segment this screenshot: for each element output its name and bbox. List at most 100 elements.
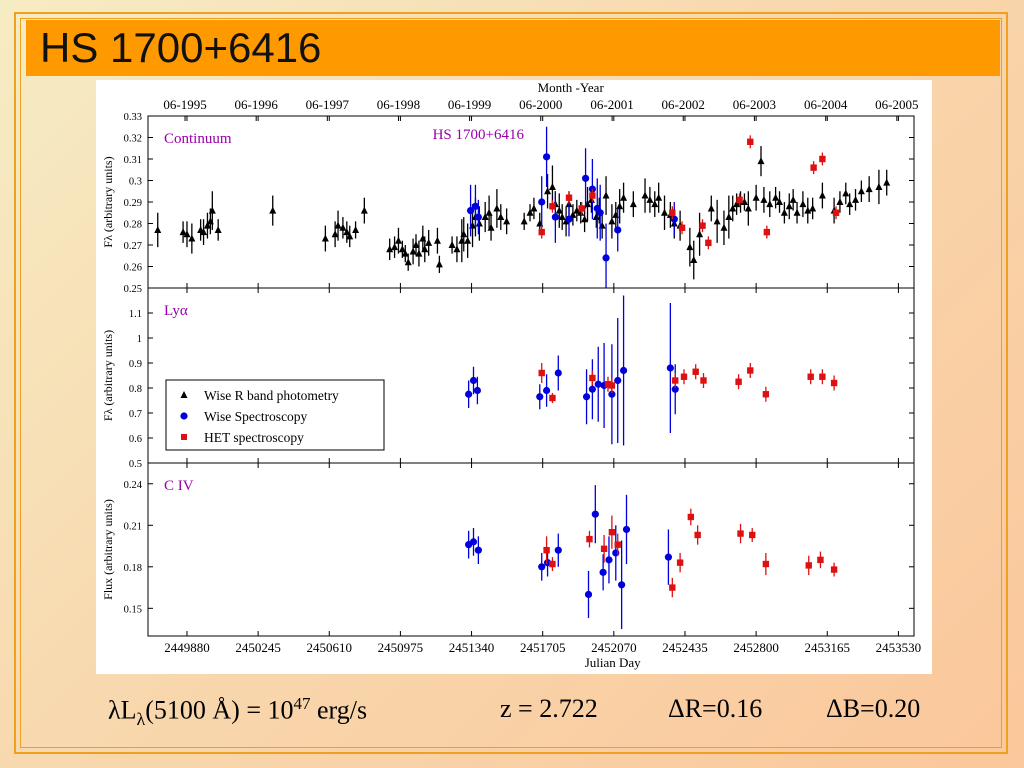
point-wise_r [776,198,784,205]
y-axis-tick-label: 0.27 [124,241,142,252]
panel-continuum: 0.25 0.26 0.27 0.28 0.29 0.3 0.31 0.32 0.33 Fλ (a… [101,112,915,295]
top-axis-tick-label: 06-2000 [519,97,562,112]
y-axis-tick-label: 0.3 [129,177,142,188]
x-axis-tick-label: 2450975 [378,640,424,655]
point-wise_r [503,217,511,225]
point-het_spec [608,529,616,536]
point-wise_r [587,195,595,203]
x-axis-label: Julian Day [585,655,641,670]
point-wise_r [412,241,420,248]
panel-data [465,485,838,630]
point-wise_r [707,204,715,212]
y-axis-tick-label: 0.29 [124,198,142,209]
point-het_spec [830,379,838,387]
point-wise_spec [614,376,622,385]
point-wise_r [401,249,409,257]
point-wise_r [208,206,216,214]
point-wise_r [577,208,585,216]
point-wise_r [883,178,891,186]
point-het_spec [747,138,754,145]
point-wise_spec [622,525,631,534]
point-wise_r [629,200,637,208]
point-wise_r [804,206,812,214]
point-wise_spec [471,202,480,210]
point-wise_r [752,193,760,201]
point-wise_r [616,202,624,210]
legend-label: Wise Spectroscopy [204,409,308,424]
point-wise_r [620,193,628,201]
point-wise_r [334,221,342,229]
point-het_spec [578,205,585,212]
point-wise_r [154,225,162,233]
point-het_spec [737,530,744,537]
point-het_spec [604,381,612,388]
point-wise_spec [588,385,596,393]
top-axis-tick-label: 06-1997 [306,97,350,112]
x-axis-tick-label: 2451340 [449,640,495,655]
legend-box [165,379,385,451]
point-wise_spec [666,364,674,372]
point-het_spec [832,209,840,216]
point-het_spec [694,531,701,539]
point-wise_r [530,204,538,212]
redshift-value: z = 2.722 [500,694,598,723]
point-het_spec [538,228,545,236]
top-axis-tick-label: 06-2005 [875,97,918,112]
point-wise_r [475,219,483,227]
point-het_spec [763,228,771,236]
point-wise_r [548,182,556,190]
point-wise_r [339,223,347,231]
point-wise_r [485,208,493,216]
point-wise_r [421,245,429,253]
y-axis-tick-label: 0.25 [124,284,142,295]
point-wise_r [646,195,654,203]
x-axis-tick-label: 2452800 [733,640,779,655]
point-wise_r [435,260,443,268]
top-axis-tick-label: 06-2001 [590,97,633,112]
point-wise_spec [599,568,607,576]
point-wise_r [846,200,854,208]
point-wise_spec [538,198,546,206]
point-het_spec [747,367,754,374]
x-axis-tick-label: 2452435 [662,640,708,655]
point-het_spec [736,196,743,204]
point-wise_r [203,221,211,229]
point-wise_r [725,213,733,221]
point-wise_r [460,230,468,238]
point-het_spec [699,222,706,229]
point-wise_r [394,236,402,244]
point-wise_r [793,208,801,216]
point-wise_spec [466,207,475,215]
y-axis-tick-label: 0.31 [124,155,142,166]
point-wise_r [346,232,354,240]
y-axis-tick-label: 0.5 [129,459,142,470]
y-axis-tick-label: 0.9 [129,359,142,370]
y-axis-tick-label: 1 [137,334,142,345]
point-het_spec [749,531,756,539]
panel-annotation: HS 1700+6416 [433,127,525,143]
point-wise_r [386,245,394,253]
legend-marker-het-spec [181,434,187,440]
point-wise_spec [671,385,679,393]
point-wise_r [321,234,329,242]
x-axis-tick-label: 2451705 [520,640,566,655]
point-het_spec [678,224,686,231]
legend-marker-wise-spec [180,412,188,420]
point-wise_spec [596,209,604,217]
y-axis-label: Fλ (arbitrary units) [101,330,115,421]
point-wise_r [352,225,360,233]
point-wise_spec [536,393,544,401]
point-wise_r [690,256,698,264]
slide-title: HS 1700+6416 [40,24,322,71]
point-wise_r [558,213,566,221]
point-wise_r [772,193,780,201]
point-wise_r [865,185,873,193]
point-wise_r [641,191,649,199]
point-het_spec [608,382,616,389]
point-het_spec [830,566,838,573]
point-wise_spec [565,215,573,223]
point-wise_r [836,198,844,205]
point-wise_spec [591,510,599,518]
point-wise_r [188,234,196,242]
point-het_spec [735,378,742,385]
